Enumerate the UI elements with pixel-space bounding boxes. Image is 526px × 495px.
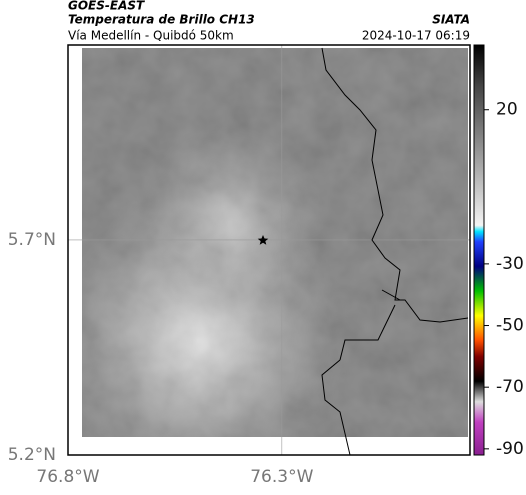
timestamp: 2024-10-17 06:19 bbox=[362, 29, 470, 43]
source: SIATA bbox=[432, 13, 470, 27]
map-frame bbox=[67, 44, 471, 456]
subtitle: Temperatura de Brillo CH13 bbox=[68, 13, 255, 27]
region: Vía Medellín - Quibdó 50km bbox=[68, 29, 234, 43]
y-tick-label: 5.7°N bbox=[8, 230, 56, 250]
location-star bbox=[257, 235, 269, 245]
y-tick-label: 5.2°N bbox=[8, 445, 56, 465]
satellite-image bbox=[82, 48, 468, 437]
colorbar-tick-label: -90 bbox=[496, 439, 524, 459]
x-tick-label: 76.8°W bbox=[36, 467, 99, 487]
colorbar-tick-label: -70 bbox=[496, 377, 524, 397]
colorbar bbox=[473, 44, 485, 456]
title: GOES-EAST bbox=[68, 0, 145, 13]
colorbar-tick-label: -50 bbox=[496, 316, 524, 336]
ticks: 76.8°W 76.3°W 5.7°N 5.2°N 20 -30 -50 -70 -90 bbox=[8, 100, 524, 487]
colorbar-tick-label: 20 bbox=[496, 100, 518, 120]
boundaries bbox=[321, 47, 469, 456]
x-tick-label: 76.3°W bbox=[250, 467, 313, 487]
colorbar-tick-label: -30 bbox=[496, 254, 524, 274]
